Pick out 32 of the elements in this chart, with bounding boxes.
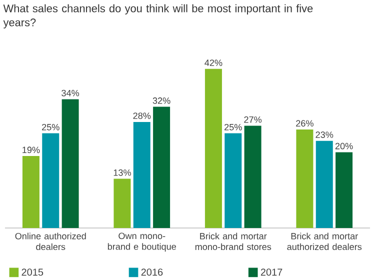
data-label: 13% [114,169,131,176]
data-label: 23% [316,132,334,138]
x-tick-label: Brick and mortar authorized dealers [287,232,362,250]
x-tick-label: Brick and mortar mono-brand stores [195,232,272,250]
bar [22,156,40,228]
data-label: 32% [152,97,170,104]
bar [204,68,222,228]
data-label: 34% [62,90,80,96]
data-label: 20% [335,142,353,150]
x-tick-label: Online authorized dealers [15,232,86,250]
bar [42,133,60,228]
legend-label: 2015 [22,268,44,276]
x-tick-label: Own mono-brand e boutique [108,232,176,252]
data-label: 42% [204,60,222,66]
data-label: 25% [42,124,60,130]
bar [153,106,170,228]
bar [133,122,150,228]
data-label: 26% [296,120,314,127]
bar [62,99,79,228]
bar [244,126,262,228]
bar [336,152,353,228]
data-label: 25% [224,124,242,130]
legend-label: 2017 [260,268,282,276]
bar [316,140,333,228]
legend-label: 2016 [141,268,163,276]
data-label: 19% [22,146,40,154]
data-label: 28% [133,112,151,120]
bar [296,130,314,228]
data-label: 27% [244,116,262,123]
bar [114,178,131,228]
bar [224,133,242,228]
chart-title: What sales channels do you think will be most important in five years? [3,4,313,28]
